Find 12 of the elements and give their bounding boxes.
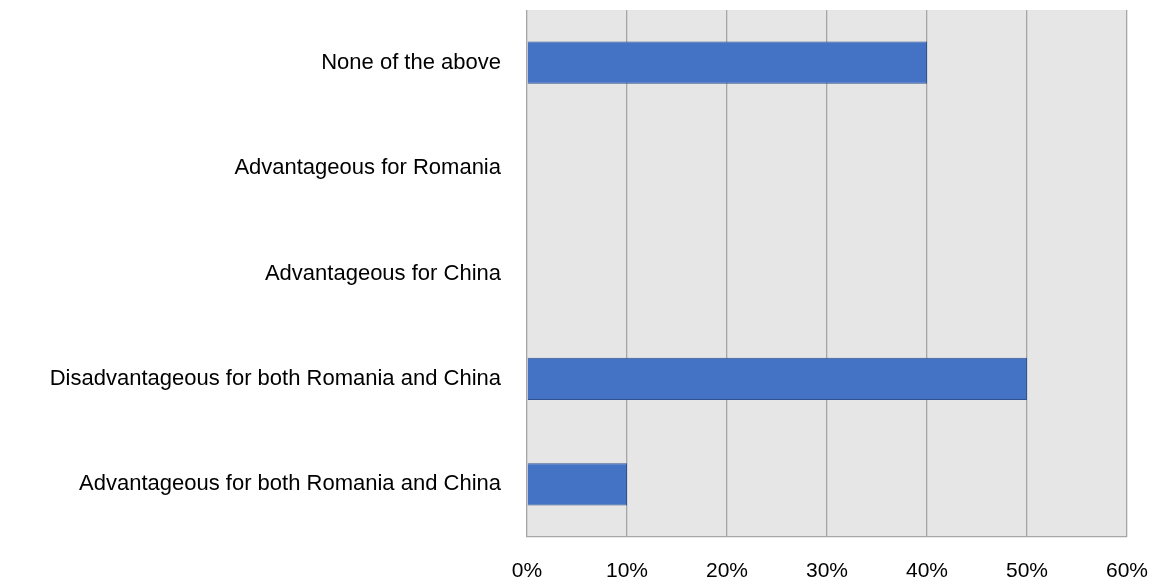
y-tick-label: None of the above [321, 48, 501, 74]
y-tick-label: Advantageous for both Romania and China [79, 470, 502, 496]
x-tick-label: 30% [805, 558, 849, 582]
x-tick-label: 10% [605, 558, 649, 582]
y-tick-label: Advantageous for China [264, 259, 502, 285]
x-tick-label: 40% [905, 558, 949, 582]
x-tick-label: 60% [1105, 558, 1148, 582]
x-tick-label: 20% [705, 558, 749, 582]
y-tick-label: Disadvantageous for both Romania and China [49, 364, 502, 390]
x-tick-label: 50% [1005, 558, 1048, 582]
x-tick-label: 0% [511, 558, 543, 582]
y-tick-label: Advantageous for Romania [234, 154, 502, 180]
